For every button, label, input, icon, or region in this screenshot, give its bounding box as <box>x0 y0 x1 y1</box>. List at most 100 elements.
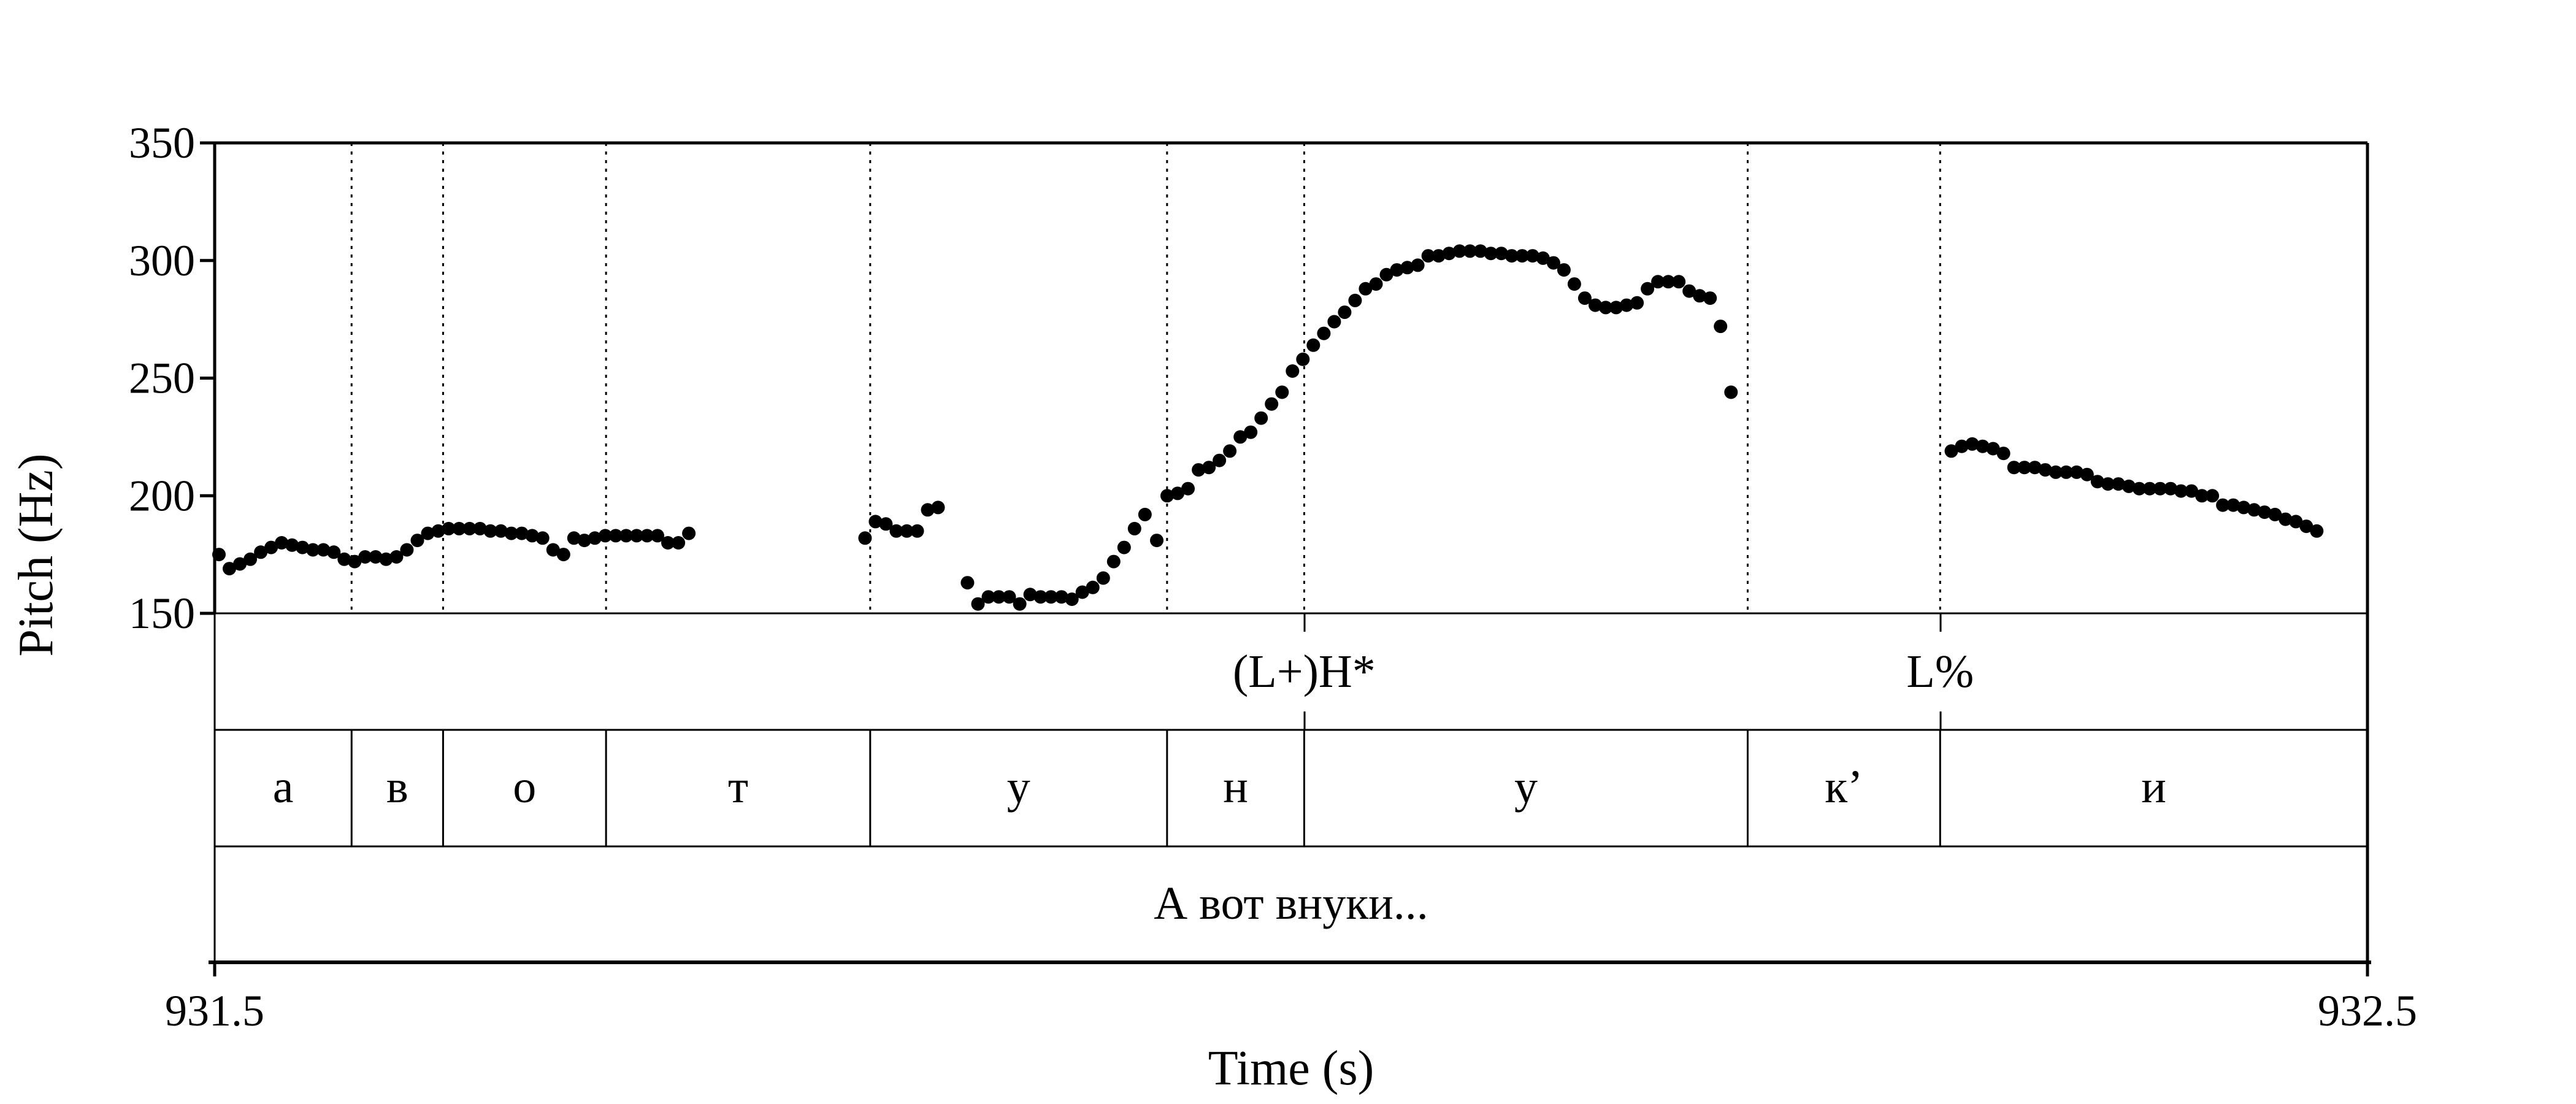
utterance-label-0: А вот внуки... <box>1154 878 1428 929</box>
pitch-point-146 <box>2132 481 2146 496</box>
pitch-point-100 <box>1442 247 1456 261</box>
pitch-point-44 <box>672 536 686 550</box>
pitch-point-157 <box>2247 503 2261 517</box>
pitch-point-133 <box>1996 447 2011 461</box>
pitch-point-45 <box>682 526 696 540</box>
pitch-points <box>212 244 2324 611</box>
pitch-point-30 <box>525 529 539 543</box>
pitch-point-93 <box>1369 277 1383 291</box>
pitch-point-1 <box>223 562 236 576</box>
pitch-point-31 <box>535 531 550 545</box>
pitch-point-25 <box>473 521 487 535</box>
pitch-point-118 <box>1630 296 1644 310</box>
tone-tier: (L+)H* L% <box>1233 646 1974 697</box>
pitch-point-76 <box>1192 463 1206 477</box>
pitch-point-47 <box>868 515 883 529</box>
pitch-point-137 <box>2038 463 2052 477</box>
pitch-point-97 <box>1411 258 1425 272</box>
pitch-point-81 <box>1244 425 1258 439</box>
pitch-point-142 <box>2090 475 2104 489</box>
pitch-point-38 <box>608 529 623 543</box>
pitch-point-20 <box>421 526 435 540</box>
pitch-point-58 <box>1002 590 1016 604</box>
pitch-point-127 <box>1724 385 1738 399</box>
pitch-point-87 <box>1306 338 1321 352</box>
pitch-point-16 <box>379 552 393 566</box>
pitch-point-104 <box>1484 247 1498 261</box>
pitch-point-140 <box>2069 465 2083 479</box>
pitch-point-5 <box>264 540 278 554</box>
pitch-point-39 <box>619 529 633 543</box>
pitch-point-122 <box>1672 275 1686 289</box>
segment-label-5: н <box>1223 761 1248 813</box>
y-tick-label-300: 300 <box>129 236 195 285</box>
pitch-point-119 <box>1641 282 1655 296</box>
pitch-point-155 <box>2226 498 2241 512</box>
pitch-point-11 <box>327 545 341 559</box>
pitch-point-50 <box>900 524 914 538</box>
pitch-point-57 <box>992 590 1006 604</box>
pitch-point-65 <box>1075 585 1089 599</box>
pitch-point-60 <box>1023 588 1037 602</box>
pitch-point-82 <box>1254 411 1268 425</box>
pitch-point-27 <box>494 524 508 538</box>
pitch-point-111 <box>1557 263 1571 277</box>
pitch-point-79 <box>1223 444 1237 458</box>
pitch-point-139 <box>2059 465 2073 479</box>
pitch-point-49 <box>889 524 903 538</box>
pitch-point-108 <box>1525 249 1539 263</box>
pitch-point-106 <box>1505 249 1519 263</box>
pitch-point-159 <box>2268 507 2282 521</box>
pitch-point-156 <box>2237 500 2251 515</box>
pitch-point-89 <box>1327 315 1341 329</box>
pitch-point-68 <box>1106 554 1121 569</box>
pitch-point-74 <box>1171 486 1184 500</box>
pitch-point-75 <box>1181 481 1195 496</box>
pitch-point-23 <box>452 521 466 535</box>
segment-label-6: у <box>1514 761 1538 813</box>
pitch-point-101 <box>1452 244 1466 258</box>
pitch-point-117 <box>1620 298 1633 312</box>
segment-label-4: у <box>1007 761 1030 813</box>
pitch-point-17 <box>389 550 404 564</box>
utterance-tier: А вот внуки... <box>1154 878 1428 929</box>
pitch-point-42 <box>651 529 664 543</box>
pitch-point-53 <box>931 500 945 515</box>
pitch-point-145 <box>2122 479 2136 493</box>
x-axis-title: Time (s) <box>1208 1041 1374 1095</box>
pitch-point-113 <box>1577 291 1592 305</box>
pitch-point-123 <box>1682 284 1696 298</box>
pitch-point-10 <box>316 543 331 557</box>
tone-label-1: L% <box>1906 646 1974 697</box>
pitch-point-112 <box>1567 277 1581 291</box>
pitch-point-48 <box>879 517 893 531</box>
pitch-point-114 <box>1589 298 1602 312</box>
pitch-point-128 <box>1944 444 1958 458</box>
pitch-point-66 <box>1086 580 1100 594</box>
pitch-point-19 <box>410 534 424 548</box>
pitch-point-115 <box>1599 301 1612 315</box>
pitch-point-37 <box>598 529 612 543</box>
segment-label-0: а <box>273 761 294 813</box>
pitch-point-84 <box>1275 385 1289 399</box>
pitch-point-15 <box>369 550 383 564</box>
pitch-point-46 <box>858 531 872 545</box>
pitch-point-6 <box>275 536 289 550</box>
pitch-point-90 <box>1338 305 1352 320</box>
pitch-point-63 <box>1054 590 1068 604</box>
pitch-point-12 <box>337 552 351 566</box>
pitch-point-40 <box>630 529 643 543</box>
pitch-point-86 <box>1296 352 1310 366</box>
pitch-point-52 <box>921 503 935 517</box>
segment-tier: а в о т у н у к’ и <box>273 730 2166 846</box>
pitch-point-72 <box>1150 534 1163 548</box>
pitch-point-143 <box>2101 477 2115 491</box>
pitch-point-91 <box>1348 293 1362 307</box>
pitch-point-105 <box>1494 247 1508 261</box>
tone-point-markers <box>1303 613 1942 730</box>
pitch-point-32 <box>546 543 560 557</box>
pitch-point-132 <box>1986 442 2000 456</box>
pitch-point-18 <box>400 543 414 557</box>
pitch-point-21 <box>431 524 445 538</box>
